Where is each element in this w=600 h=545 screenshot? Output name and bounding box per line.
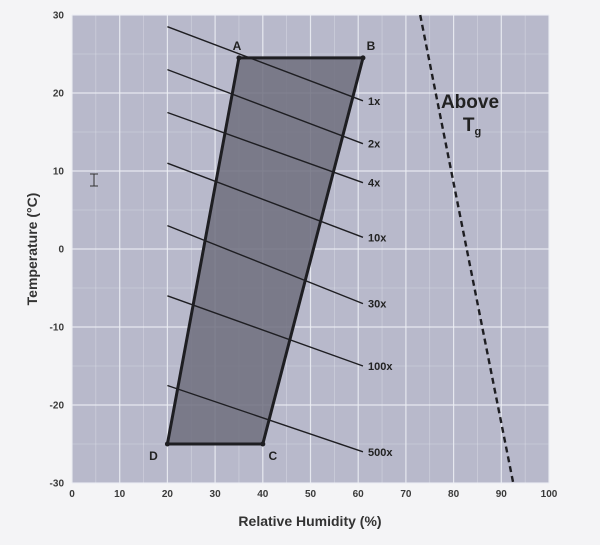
x-tick-label: 80 [448, 489, 460, 500]
tg-letter: T [463, 115, 475, 136]
iso-line-500x [167, 384, 364, 453]
iso-line-label-4x: 4x [368, 178, 381, 190]
tg-subscript: g [474, 126, 481, 138]
x-tick-label: 50 [305, 489, 317, 500]
x-axis-label: Relative Humidity (%) [238, 513, 381, 529]
x-tick-label: 100 [541, 489, 558, 500]
x-tick-label: 60 [353, 489, 365, 500]
x-tick-label: 40 [257, 489, 269, 500]
iso-line-label-10x: 10x [368, 232, 387, 244]
y-tick-label: -30 [50, 479, 65, 490]
y-tick-label: 0 [58, 245, 64, 256]
region-layer: A B C D [149, 39, 376, 463]
point-d-marker [164, 441, 170, 447]
y-tick-label: -10 [50, 323, 65, 334]
point-b-label: B [367, 39, 376, 53]
tick-labels: 0 10 20 30 40 50 60 70 80 90 100 -30 -20 -10 0 10 20 30 [50, 11, 558, 501]
point-c-label: C [268, 449, 277, 463]
iso-lines: 1x 2x 4x 10x 30x 100x 500x [167, 26, 393, 459]
iso-line-label-500x: 500x [368, 447, 393, 459]
x-tick-label: 0 [69, 489, 75, 500]
x-tick-label: 90 [496, 489, 508, 500]
tg-label: Tg [463, 115, 481, 138]
x-tick-label: 10 [114, 489, 126, 500]
iso-line-30x [167, 224, 364, 305]
x-tick-label: 30 [210, 489, 222, 500]
point-a-label: A [233, 39, 242, 53]
iso-line-label-2x: 2x [368, 139, 381, 151]
error-bar-marker [90, 173, 98, 187]
point-d-label: D [149, 449, 158, 463]
point-b-marker [360, 55, 366, 61]
y-tick-label: -20 [50, 401, 65, 412]
x-tick-label: 20 [162, 489, 174, 500]
y-tick-label: 20 [53, 89, 65, 100]
point-c-marker [260, 441, 266, 447]
iso-line-10x [167, 162, 364, 238]
iso-line-label-1x: 1x [368, 96, 381, 108]
iso-line-100x [167, 295, 364, 367]
y-tick-label: 10 [53, 167, 65, 178]
x-tick-label: 70 [400, 489, 412, 500]
y-axis-label: Temperature (°C) [24, 193, 40, 306]
iso-line-2x [167, 68, 364, 145]
iso-line-4x [167, 111, 364, 184]
iso-line-label-30x: 30x [368, 299, 387, 311]
iso-line-1x [167, 26, 364, 102]
y-tick-label: 30 [53, 11, 65, 22]
above-tg-label: Above [441, 92, 499, 113]
iso-line-label-100x: 100x [368, 361, 393, 373]
point-a-marker [236, 55, 242, 61]
